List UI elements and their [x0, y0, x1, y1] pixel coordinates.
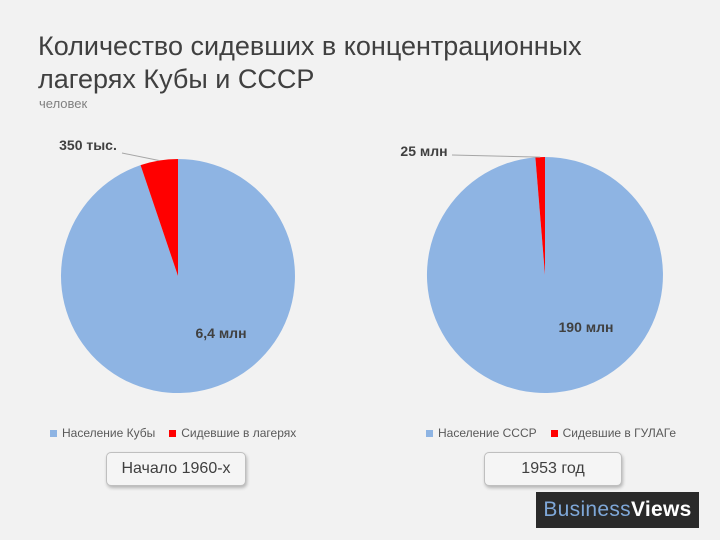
legend-swatch-population: [50, 429, 57, 437]
period-box-ussr: 1953 год: [484, 452, 622, 486]
leader-line-cuba: [121, 152, 160, 162]
legend-ussr: Население СССР Сидевшие в ГУЛАГе: [426, 426, 690, 440]
legend-cuba: Население Кубы Сидевшие в лагерях: [50, 426, 310, 440]
legend-item-ussr-prisoners: Сидевшие в ГУЛАГе: [550, 426, 677, 440]
pie-chart-cuba: 6,4 млн 350 тыс.: [59, 137, 295, 394]
period-box-cuba: Начало 1960-х: [106, 452, 246, 486]
data-label-cuba-prisoners: 350 тыс.: [59, 137, 117, 153]
chart-title: Количество сидевших в концентрационных л…: [38, 30, 638, 96]
legend-label: Население СССР: [438, 426, 537, 440]
pie-chart-ussr: 190 млн 25 млн: [400, 143, 663, 393]
pie-slice-ussr-prisoners: [535, 156, 545, 275]
data-label-ussr-population: 190 млн: [559, 319, 614, 335]
legend-label: Сидевшие в ГУЛАГе: [562, 426, 677, 440]
legend-item-cuba-prisoners: Сидевшие в лагерях: [169, 426, 296, 440]
pie-slice-cuba-population: [60, 159, 295, 394]
logo-part-business: Business: [543, 498, 631, 521]
legend-item-ussr-population: Население СССР: [426, 426, 537, 440]
legend-swatch-prisoners: [169, 429, 177, 437]
business-views-logo: Business Views: [536, 492, 699, 528]
pie-slice-cuba-prisoners: [140, 159, 178, 276]
chart-title-line1: Количество сидевших в концентрационных: [38, 31, 582, 61]
legend-item-cuba-population: Население Кубы: [50, 426, 155, 440]
data-label-ussr-prisoners: 25 млн: [400, 143, 447, 159]
legend-swatch-population: [426, 429, 433, 437]
pie-slice-ussr-population: [426, 157, 663, 393]
leader-line-ussr: [451, 154, 541, 158]
legend-label: Население Кубы: [62, 426, 156, 440]
legend-label: Сидевшие в лагерях: [181, 426, 297, 440]
legend-swatch-prisoners: [550, 429, 558, 437]
data-label-cuba-population: 6,4 млн: [195, 325, 246, 341]
logo-part-views: Views: [630, 498, 692, 521]
chart-title-line2: лагерях Кубы и СССР: [38, 64, 315, 94]
chart-subtitle: человек: [39, 96, 88, 111]
